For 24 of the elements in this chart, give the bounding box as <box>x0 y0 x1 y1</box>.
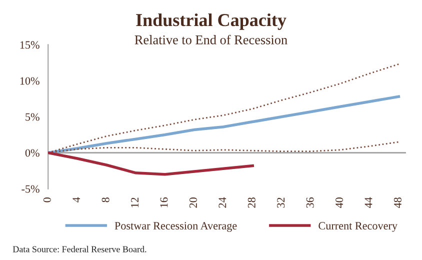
x-tick-label: 20 <box>189 198 197 208</box>
x-tick-label: 12 <box>131 198 138 208</box>
y-tick-label: 15% <box>20 41 40 49</box>
y-tick-label: 10% <box>20 77 40 85</box>
x-tick-label: 32 <box>277 198 285 208</box>
x-tick-label: 0 <box>43 198 51 202</box>
x-tick-label: 16 <box>160 197 168 208</box>
x-tick-label: 28 <box>248 198 256 208</box>
x-tick-label: 8 <box>102 198 110 202</box>
chart-subtitle: Relative to End of Recession <box>134 34 288 44</box>
x-tick-label: 44 <box>364 197 372 208</box>
x-tick-label: 36 <box>306 197 314 208</box>
y-tick-label: 5% <box>26 113 40 121</box>
x-tick-label: 48 <box>394 198 402 208</box>
chart-title: Industrial Capacity <box>136 13 286 30</box>
legend-label: Current Recovery <box>318 222 398 232</box>
source-note: Data Source: Federal Reserve Board. <box>12 246 146 252</box>
x-tick-label: 40 <box>336 198 344 208</box>
y-tick-label: 0% <box>25 149 40 157</box>
x-tick-label: 24 <box>218 197 226 208</box>
x-tick-label: 4 <box>72 197 80 202</box>
legend-label: Postwar Recession Average <box>114 222 237 232</box>
line-series <box>48 151 254 176</box>
y-tick-label: -5% <box>22 185 40 193</box>
